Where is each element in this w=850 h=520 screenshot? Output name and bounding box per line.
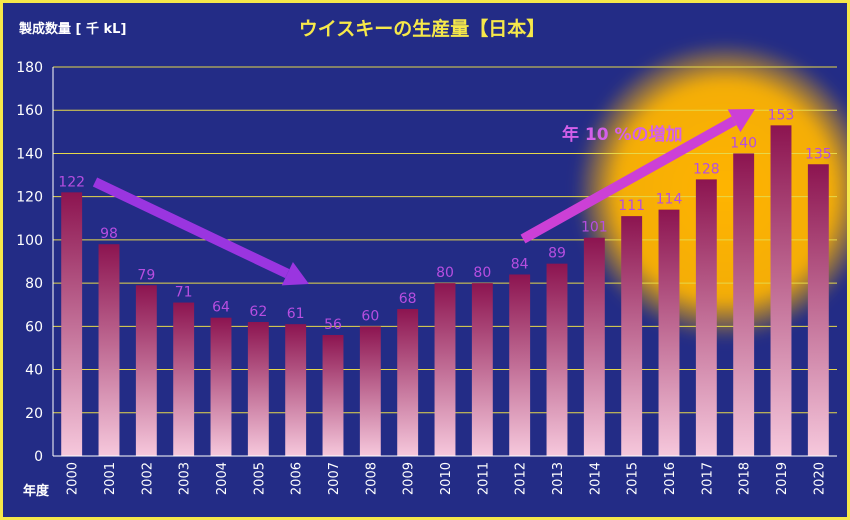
- bar: [658, 209, 680, 456]
- y-tick-label: 140: [16, 146, 43, 162]
- trend-arrow-down: [92, 177, 290, 279]
- data-label: 98: [100, 226, 118, 242]
- y-tick-label: 20: [25, 406, 43, 422]
- bar: [695, 179, 717, 456]
- y-tick-label: 40: [25, 363, 43, 379]
- bar: [98, 244, 120, 456]
- x-tick-label: 2000: [66, 462, 81, 495]
- trend-arrow-down-head: [281, 261, 309, 286]
- x-tick-label: 2009: [402, 462, 417, 495]
- y-tick-label: 120: [16, 190, 43, 206]
- bar: [359, 326, 381, 456]
- bar: [621, 216, 643, 456]
- annotation-growth-label: 年 10 %の増加: [562, 124, 683, 145]
- x-tick-label: 2010: [439, 462, 454, 495]
- x-tick-label: 2016: [663, 462, 678, 495]
- y-tick-label: 0: [34, 449, 43, 465]
- data-label: 68: [399, 291, 417, 307]
- x-tick-label: 2004: [215, 462, 230, 495]
- data-label: 60: [361, 308, 379, 324]
- data-label: 101: [581, 220, 608, 236]
- x-tick-label: 2005: [252, 462, 267, 495]
- x-tick-label: 2001: [103, 462, 118, 495]
- data-label: 61: [287, 306, 305, 322]
- bar: [770, 125, 792, 456]
- chart-frame: 122 98 79 71 64 62 61 56 60 68 80 80 84 89 101 111 114 12…: [3, 3, 847, 517]
- chart-title: ウイスキーの生産量【日本】: [299, 17, 545, 40]
- data-label: 56: [324, 317, 342, 333]
- x-axis-title: 年度: [23, 483, 50, 499]
- x-tick-label: 2020: [812, 462, 827, 495]
- bar: [546, 263, 568, 456]
- y-tick-label: 100: [16, 233, 43, 249]
- data-label: 140: [730, 135, 757, 151]
- bar: [247, 322, 269, 456]
- y-tick-label: 160: [16, 103, 43, 119]
- x-tick-label: 2019: [775, 462, 790, 495]
- x-tick-label: 2002: [140, 462, 155, 495]
- x-tick-label: 2017: [700, 462, 715, 495]
- data-label: 80: [436, 265, 454, 281]
- bar: [583, 237, 605, 456]
- bar: [173, 302, 195, 456]
- bar: [807, 164, 829, 456]
- bar: [471, 283, 493, 456]
- y-tick-label: 60: [25, 319, 43, 335]
- y-tick-label: 180: [16, 60, 43, 76]
- data-label: 64: [212, 300, 230, 316]
- x-tick-label: 2011: [476, 462, 491, 495]
- bar: [434, 283, 456, 456]
- data-label: 135: [805, 146, 832, 162]
- bar: [135, 285, 157, 456]
- bar: [509, 274, 531, 456]
- data-label: 84: [511, 256, 529, 272]
- bar: [61, 192, 83, 456]
- trend-arrow-up: [520, 116, 737, 244]
- bar: [733, 153, 755, 456]
- trend-arrow-up-head: [727, 109, 755, 133]
- x-tick-label: 2006: [290, 462, 305, 495]
- x-tick-label: 2012: [514, 462, 529, 495]
- x-tick-label: 2007: [327, 462, 342, 495]
- data-label: 80: [473, 265, 491, 281]
- data-label: 71: [175, 285, 193, 301]
- x-tick-label: 2018: [738, 462, 753, 495]
- bar: [397, 309, 419, 456]
- data-label: 79: [137, 267, 155, 283]
- data-label: 122: [58, 174, 85, 190]
- data-label: 153: [768, 107, 795, 123]
- bar: [285, 324, 307, 456]
- x-tick-label: 2003: [178, 462, 193, 495]
- data-label: 62: [249, 304, 267, 320]
- bar: [322, 334, 344, 456]
- y-tick-label: 80: [25, 276, 43, 292]
- data-label: 128: [693, 161, 720, 177]
- x-tick-label: 2014: [588, 462, 603, 495]
- data-label: 89: [548, 246, 566, 262]
- x-tick-label: 2008: [364, 462, 379, 495]
- x-tick-label: 2015: [626, 462, 641, 495]
- y-axis-title: 製成数量 [ 千 kL]: [18, 21, 126, 37]
- x-tick-label: 2013: [551, 462, 566, 495]
- bar: [210, 317, 232, 456]
- data-label: 114: [656, 192, 683, 208]
- data-label: 111: [618, 198, 645, 214]
- bar-chart: 122 98 79 71 64 62 61 56 60 68 80 80 84 89 101 111 114 12…: [16, 17, 847, 499]
